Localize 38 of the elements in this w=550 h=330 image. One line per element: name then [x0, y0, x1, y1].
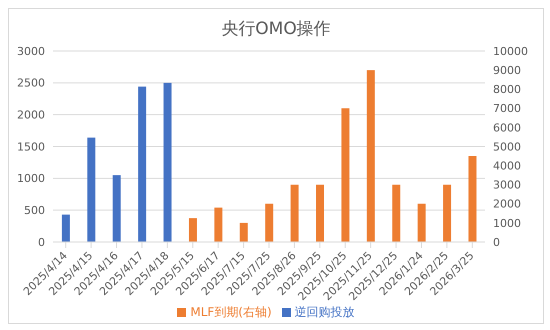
y-tick-label: 1000: [17, 172, 45, 186]
bar: [392, 184, 400, 242]
bar: [366, 70, 375, 242]
bar: [87, 138, 96, 242]
bar: [112, 175, 121, 242]
y2-tick-label: 6000: [493, 121, 521, 134]
y-tick-label: 1500: [17, 140, 45, 154]
chart-title: 央行OMO操作: [220, 18, 332, 41]
bar: [62, 214, 70, 242]
y2-tick-label: 2000: [493, 198, 521, 211]
y-tick-label: 500: [24, 204, 45, 218]
bar: [188, 218, 197, 242]
y2-tick-label: 5000: [493, 140, 521, 154]
bar: [316, 184, 324, 242]
bar: [138, 86, 146, 242]
y-tick-label: 2500: [17, 76, 45, 90]
y-tick-label: 2000: [17, 108, 45, 122]
bar: [290, 184, 299, 242]
y2-tick-label: 7000: [493, 102, 521, 116]
bar: [443, 184, 452, 242]
y2-tick-label: 4000: [493, 160, 521, 173]
legend-label: MLF到期(右轴): [190, 305, 272, 319]
y-tick-label: 3000: [17, 44, 45, 58]
bar: [214, 208, 222, 242]
y2-tick-label: 8000: [493, 83, 521, 96]
y2-tick-label: 1000: [493, 216, 521, 230]
legend-label: 逆回购投放: [294, 305, 355, 319]
bar: [265, 204, 274, 242]
y2-tick-label: 9000: [493, 64, 521, 78]
y2-tick-label: 0: [493, 236, 500, 249]
bar: [418, 204, 426, 242]
bar: [468, 156, 476, 242]
bar: [341, 108, 350, 242]
y-tick-label: 0: [38, 236, 45, 249]
bar: [240, 222, 248, 242]
y2-tick-label: 10000: [493, 44, 528, 58]
bar: [164, 82, 172, 242]
y2-tick-label: 3000: [493, 178, 521, 192]
